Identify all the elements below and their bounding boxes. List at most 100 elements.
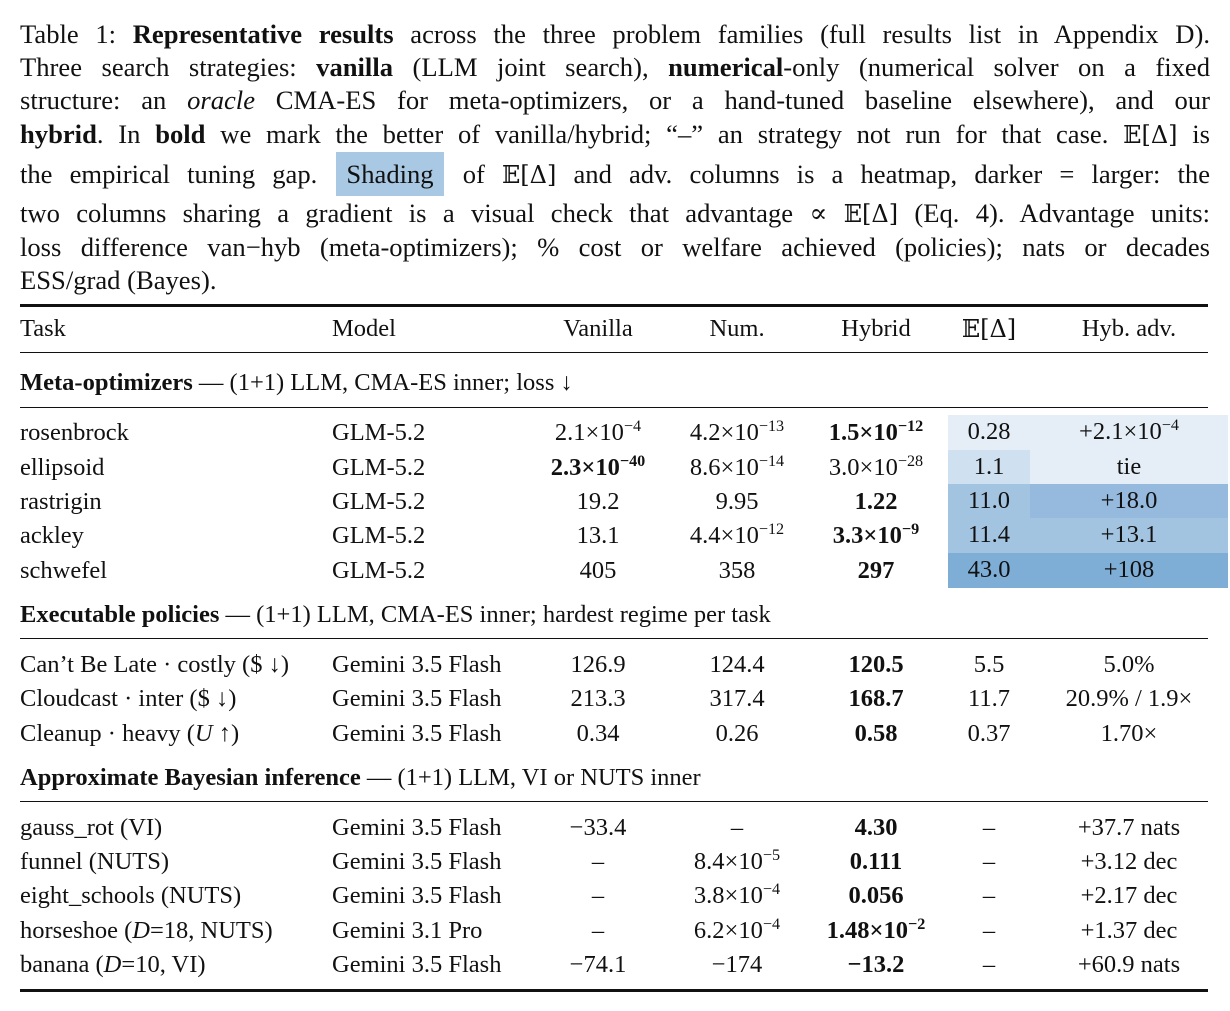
- table-cell: Gemini 3.5 Flash: [332, 951, 502, 978]
- expectation-symbol: 𝔼[Δ]: [1123, 120, 1178, 149]
- table-cell: 120.5: [848, 651, 904, 678]
- section-rule: [20, 407, 1208, 409]
- table-cell: Gemini 3.5 Flash: [332, 685, 502, 712]
- header-advantage: Hyb. adv.: [1081, 315, 1177, 342]
- table-cell: –: [591, 848, 605, 875]
- table-cell: 1.5×10−12: [828, 418, 924, 446]
- table-row: ackley GLM-5.2 13.1 4.4×10−12 3.3×10−9 1…: [20, 518, 1228, 553]
- table-row: ellipsoid GLM-5.2 2.3×10−40 8.6×10−14 3.…: [20, 450, 1228, 485]
- table-cell: 0.056: [848, 882, 904, 909]
- table-row: Cloudcast · inter ($ ↓) Gemini 3.5 Flash…: [20, 682, 1208, 716]
- table-cell: 19.2: [576, 488, 620, 515]
- header-expected-gap: 𝔼[Δ]: [961, 315, 1017, 343]
- table-cell: 9.95: [715, 488, 759, 515]
- table-row: funnel (NUTS) Gemini 3.5 Flash – 8.4×10−…: [20, 845, 1208, 879]
- table-cell: 2.3×10−40: [550, 453, 646, 481]
- table-cell: −74.1: [569, 951, 627, 978]
- table-cell: −13.2: [847, 951, 905, 978]
- table-cell: Cleanup · heavy (U ↑): [20, 720, 240, 747]
- table-cell: 20.9% / 1.9×: [1065, 685, 1193, 712]
- header-num: Num.: [709, 315, 765, 342]
- table-cell: 297: [857, 557, 895, 584]
- table-cell: Gemini 3.5 Flash: [332, 882, 502, 909]
- table-cell: Cloudcast · inter ($ ↓): [20, 685, 237, 712]
- table-cell: banana (D=10, VI): [20, 951, 206, 978]
- table-cell: ellipsoid: [20, 454, 105, 481]
- table-cell: +60.9 nats: [1077, 951, 1181, 978]
- table-cell: Can’t Be Late · costly ($ ↓): [20, 651, 289, 678]
- section-bayesian-inference: Approximate Bayesian inference — (1+1) L…: [20, 764, 701, 791]
- caption-line: hybrid. In bold we mark the better of va…: [20, 118, 1211, 149]
- caption-bold: Representative results: [132, 19, 394, 49]
- table-cell: Gemini 3.5 Flash: [332, 848, 502, 875]
- table-cell: rosenbrock: [20, 419, 129, 446]
- table-header-row: Task Model Vanilla Num. Hybrid 𝔼[Δ] Hyb.…: [20, 312, 1208, 346]
- caption-line: two columns sharing a gradient is a visu…: [20, 197, 1211, 228]
- caption-line: Table 1: Representative results across t…: [20, 19, 1210, 49]
- table-cell: horseshoe (D=18, NUTS): [20, 917, 273, 944]
- table-cell: +3.12 dec: [1080, 848, 1178, 875]
- table-cell: GLM-5.2: [332, 522, 426, 549]
- table-cell: –: [982, 917, 996, 944]
- table-cell: 1.70×: [1100, 720, 1158, 747]
- table-cell: 2.1×10−4: [554, 418, 642, 446]
- section-meta-optimizers: Meta-optimizers — (1+1) LLM, CMA-ES inne…: [20, 369, 573, 396]
- table-cell: 0.111: [849, 848, 903, 875]
- table-cell: −174: [711, 951, 763, 978]
- table-cell: 126.9: [570, 651, 626, 678]
- table-cell: 5.0%: [1103, 651, 1155, 678]
- table-cell: 43.0: [948, 553, 1030, 588]
- table-cell: 6.2×10−4: [693, 916, 781, 944]
- table-cell: 5.5: [973, 651, 1005, 678]
- table-cell: 1.48×10−2: [826, 916, 926, 944]
- section-rule: [20, 801, 1208, 803]
- header-vanilla: Vanilla: [563, 315, 633, 342]
- table-cell: +18.0: [1030, 484, 1228, 519]
- table-cell: 4.4×10−12: [689, 521, 785, 549]
- caption-italic: oracle: [187, 85, 256, 116]
- table-cell: schwefel: [20, 557, 108, 584]
- table-cell: −33.4: [569, 814, 627, 841]
- table-cell: +2.17 dec: [1080, 882, 1178, 909]
- table-cell: 4.2×10−13: [689, 418, 785, 446]
- bottom-rule: [20, 989, 1208, 992]
- table-cell: 13.1: [576, 522, 620, 549]
- table-row: gauss_rot (VI) Gemini 3.5 Flash −33.4 – …: [20, 811, 1208, 845]
- table-cell: 0.28: [948, 415, 1030, 450]
- table-cell: 1.22: [854, 488, 898, 515]
- table-cell: –: [591, 882, 605, 909]
- table-cell: +13.1: [1030, 518, 1228, 553]
- table-row: schwefel GLM-5.2 405 358 297 43.0 +108: [20, 553, 1228, 588]
- header-hybrid: Hybrid: [841, 315, 911, 342]
- table-cell: GLM-5.2: [332, 557, 426, 584]
- header-rule: [20, 352, 1208, 354]
- table-cell: tie: [1030, 450, 1228, 485]
- shading-swatch: Shading: [336, 151, 444, 196]
- caption-bold: bold: [155, 118, 206, 149]
- table-cell: GLM-5.2: [332, 488, 426, 515]
- table-cell: GLM-5.2: [332, 454, 426, 481]
- top-rule: [20, 304, 1208, 307]
- table-cell: funnel (NUTS): [20, 848, 170, 875]
- table-cell: 8.6×10−14: [689, 453, 785, 481]
- caption-line: loss difference van−hyb (meta-optimizers…: [20, 232, 1210, 263]
- table-cell: 3.8×10−4: [693, 881, 781, 909]
- section-rule: [20, 638, 1208, 640]
- table-cell: +2.1×10−4: [1030, 415, 1228, 450]
- table-cell: –: [982, 951, 996, 978]
- table-cell: Gemini 3.1 Pro: [332, 917, 483, 944]
- section-executable-policies: Executable policies — (1+1) LLM, CMA-ES …: [20, 601, 771, 628]
- table-cell: –: [591, 917, 605, 944]
- caption-line: Three search strategies: vanilla (LLM jo…: [20, 52, 1210, 83]
- table-cell: 358: [718, 557, 756, 584]
- table-cell: 3.3×10−9: [832, 521, 920, 549]
- table-cell: 4.30: [854, 814, 898, 841]
- caption-bold: numerical: [668, 52, 784, 83]
- table-cell: –: [982, 848, 996, 875]
- table-row: horseshoe (D=18, NUTS) Gemini 3.1 Pro – …: [20, 914, 1208, 948]
- table-cell: 1.1: [948, 450, 1030, 485]
- table-cell: 8.4×10−5: [693, 847, 781, 875]
- table-row: eight_schools (NUTS) Gemini 3.5 Flash – …: [20, 879, 1208, 913]
- table-cell: 124.4: [709, 651, 765, 678]
- table-row: rosenbrock GLM-5.2 2.1×10−4 4.2×10−13 1.…: [20, 415, 1228, 450]
